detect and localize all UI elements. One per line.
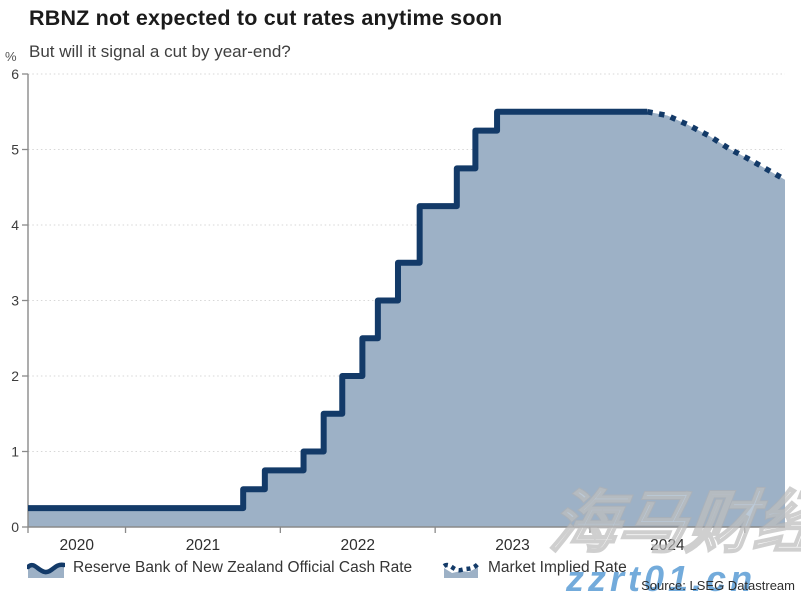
legend-label-official-cash-rate: Reserve Bank of New Zealand Official Cas… bbox=[73, 559, 413, 576]
dotted-line-swatch-icon bbox=[442, 562, 480, 578]
x-tick-label: 2023 bbox=[495, 537, 529, 554]
y-axis-unit-label: % bbox=[5, 49, 17, 64]
official-cash-rate-line bbox=[28, 108, 648, 512]
page-subtitle: But will it signal a cut by year-end? bbox=[29, 42, 291, 61]
legend-item-official-cash-rate: Reserve Bank of New Zealand Official Cas… bbox=[27, 556, 412, 580]
source-note: Source: LSEG Datastream bbox=[641, 578, 795, 593]
y-tick-label: 6 bbox=[11, 66, 19, 82]
y-axis-ticks: 0 1 2 3 4 5 6 bbox=[11, 66, 28, 535]
x-tick-label: 2024 bbox=[650, 537, 685, 554]
solid-line-swatch-icon bbox=[27, 562, 65, 578]
x-axis-ticks: 2020 2021 2022 2023 2024 bbox=[27, 527, 746, 554]
chart-legend: Reserve Bank of New Zealand Official Cas… bbox=[0, 556, 801, 580]
x-tick-label: 2022 bbox=[340, 537, 374, 554]
x-tick-label: 2020 bbox=[60, 537, 95, 554]
y-tick-label: 1 bbox=[11, 444, 19, 460]
area-fill bbox=[28, 111, 785, 527]
y-tick-label: 0 bbox=[11, 519, 19, 535]
y-tick-label: 4 bbox=[11, 217, 19, 233]
page-title: RBNZ not expected to cut rates anytime s… bbox=[29, 6, 503, 30]
y-tick-label: 3 bbox=[11, 293, 19, 309]
market-implied-rate-line bbox=[646, 109, 787, 183]
x-tick-label: 2021 bbox=[186, 537, 220, 554]
y-tick-label: 5 bbox=[11, 142, 19, 158]
legend-item-market-implied-rate: Market Implied Rate bbox=[442, 556, 627, 580]
y-tick-label: 2 bbox=[11, 368, 19, 384]
legend-label-market-implied-rate: Market Implied Rate bbox=[488, 559, 627, 576]
